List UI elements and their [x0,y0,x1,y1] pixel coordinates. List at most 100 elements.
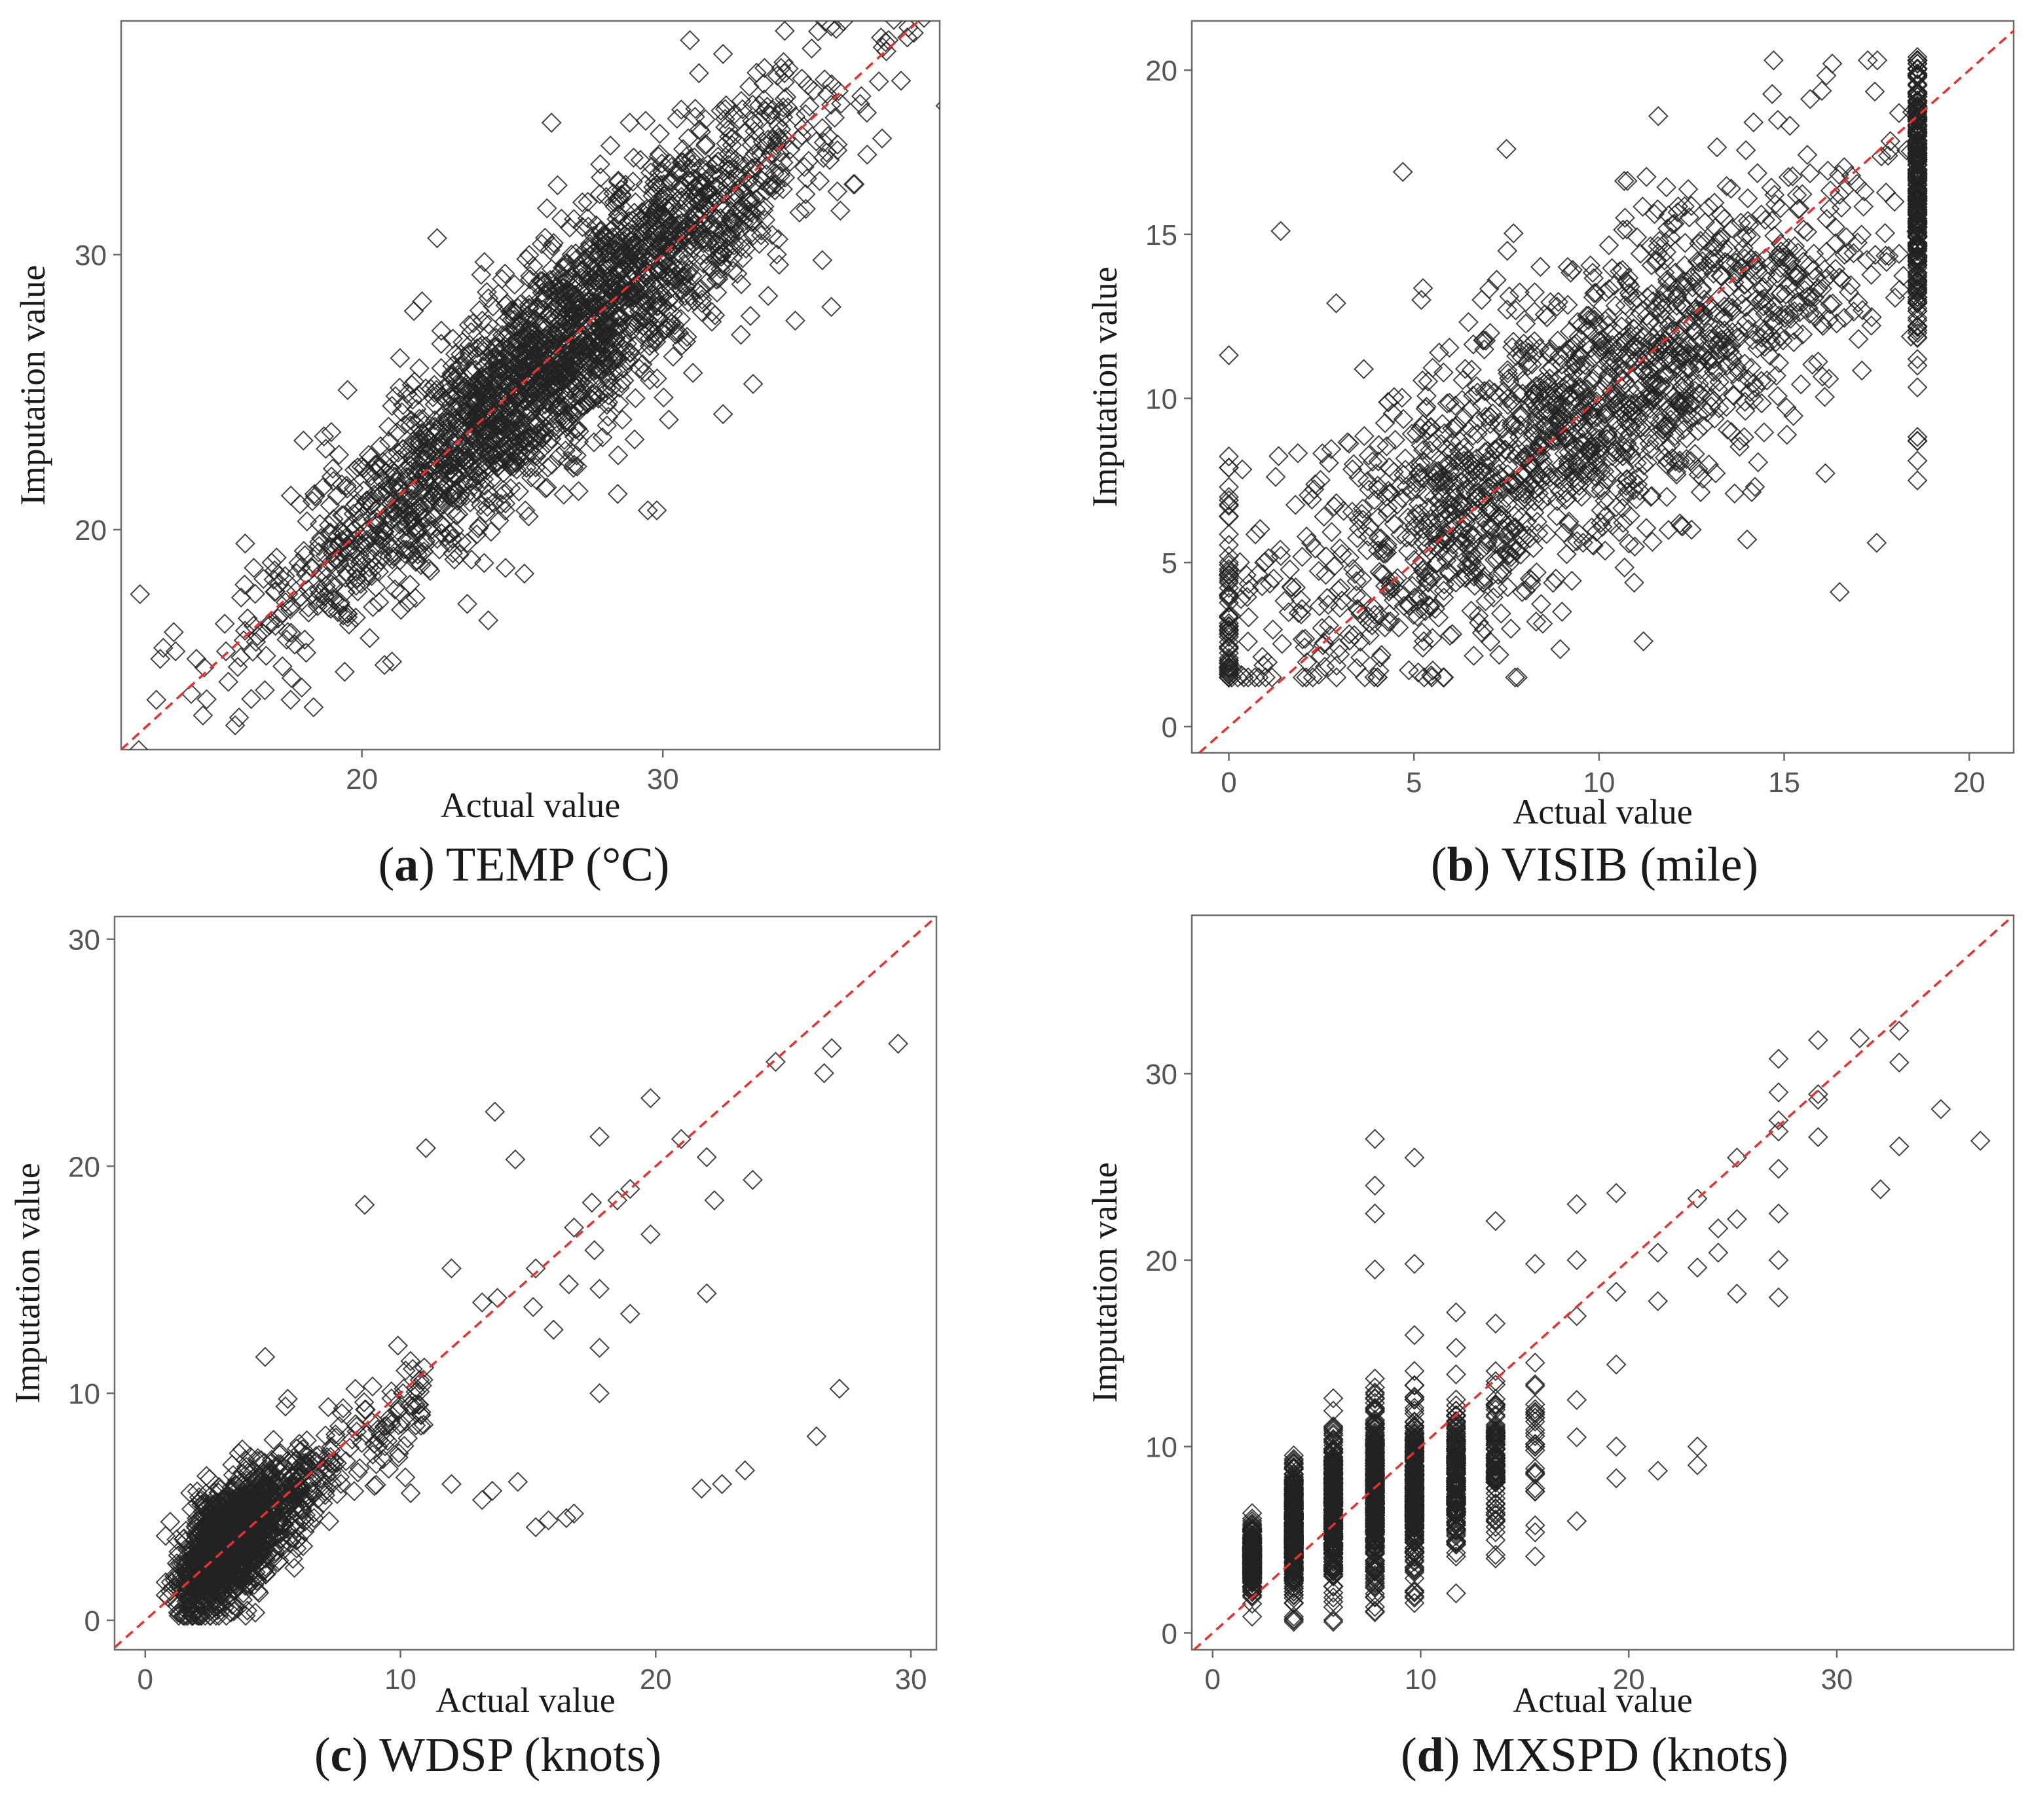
scatter-point [1503,223,1524,244]
scatter-point [366,508,387,529]
scatter-point [741,111,762,132]
scatter-point [1499,372,1520,392]
scatter-point [1615,208,1635,228]
scatter-point [1571,486,1592,507]
scatter-point [1580,406,1601,427]
scatter-point [400,540,421,561]
scatter-point [281,668,302,689]
scatter-point [868,71,889,92]
scatter-point [1455,568,1475,589]
scatter-point [1219,490,1239,511]
scatter-point [289,494,310,515]
scatter-point [214,613,235,634]
scatter-point [1803,260,1824,281]
scatter-point [1219,577,1239,598]
scatter-point [1339,433,1359,454]
scatter-point [1660,409,1681,430]
scatter-point [1631,418,1652,439]
scatter-point [1716,340,1737,361]
scatter-point [1777,424,1798,445]
scatter-point [1756,370,1777,391]
scatter-point [1411,435,1432,456]
scatter-point [821,297,841,318]
scatter-point [337,380,358,401]
scatter-point [716,133,737,154]
scatter-point [539,363,560,384]
scatter-point [1819,369,1839,390]
scatter-point [443,329,464,349]
scatter-point [1329,538,1350,559]
scatter-point [291,677,312,698]
scatter-point [460,468,481,489]
scatter-point [1433,587,1454,608]
scatter-point [295,564,316,585]
scatter-point [1475,591,1496,611]
scatter-point [1729,373,1750,393]
scatter-point [246,631,267,652]
scatter-point [354,1392,375,1413]
scatter-point [665,270,686,291]
scatter-point [348,1462,368,1483]
scatter-point [345,494,366,515]
scatter-point [241,689,262,710]
scatter-point [1497,299,1518,320]
scatter-point [1378,392,1399,412]
scatter-point [1473,520,1494,541]
scatter-point [756,164,777,185]
scatter-point [1557,344,1577,364]
scatter-point [1331,591,1352,611]
scatter-point [1699,329,1720,350]
scatter-point [1570,462,1591,483]
scatter-point [749,95,769,116]
scatter-point [419,483,440,504]
y-tick-label: 20 [75,515,107,547]
scatter-point [1548,407,1569,428]
scatter-point [462,375,483,395]
scatter-point [1735,401,1756,421]
scatter-point [269,573,290,594]
scatter-point [766,124,787,145]
scatter-point [1296,667,1316,688]
scatter-point [397,592,418,613]
scatter-point [1480,462,1500,482]
scatter-point [607,483,628,504]
scatter-point [1597,424,1618,444]
scatter-point [623,172,644,192]
scatter-point [1270,539,1291,560]
scatter-point [1695,312,1716,333]
scatter-point [469,300,490,321]
scatter-point [1548,413,1569,433]
scatter-point [672,261,692,281]
scatter-point [795,184,816,205]
scatter-point [1464,646,1484,666]
x-tick-label: 20 [346,763,378,795]
scatter-point [1413,519,1434,540]
scatter-point [1667,284,1688,305]
scatter-point [1444,481,1465,502]
scatter-point [1678,395,1699,416]
scatter-point [274,566,295,587]
scatter-point [1248,667,1269,688]
scatter-point [402,508,423,529]
scatter-point [1501,522,1522,543]
scatter-point [1424,486,1445,507]
scatter-point [1474,380,1495,401]
scatter-point [1693,305,1714,326]
scatter-point [1329,644,1350,665]
scatter-point [722,135,743,156]
scatter-point [1369,435,1389,456]
scatter-point [366,454,386,475]
scatter-point [478,288,499,308]
scatter-point [1321,522,1342,543]
scatter-point [967,30,985,48]
scatter-point [623,147,644,168]
scatter-point [1822,53,1843,74]
scatter-point [431,357,452,378]
scatter-point [1393,409,1414,429]
scatter-point [1538,341,1559,362]
scatter-point [1398,594,1418,615]
scatter-point [413,466,434,487]
scatter-point [1629,335,1650,355]
scatter-point [1907,307,1928,328]
